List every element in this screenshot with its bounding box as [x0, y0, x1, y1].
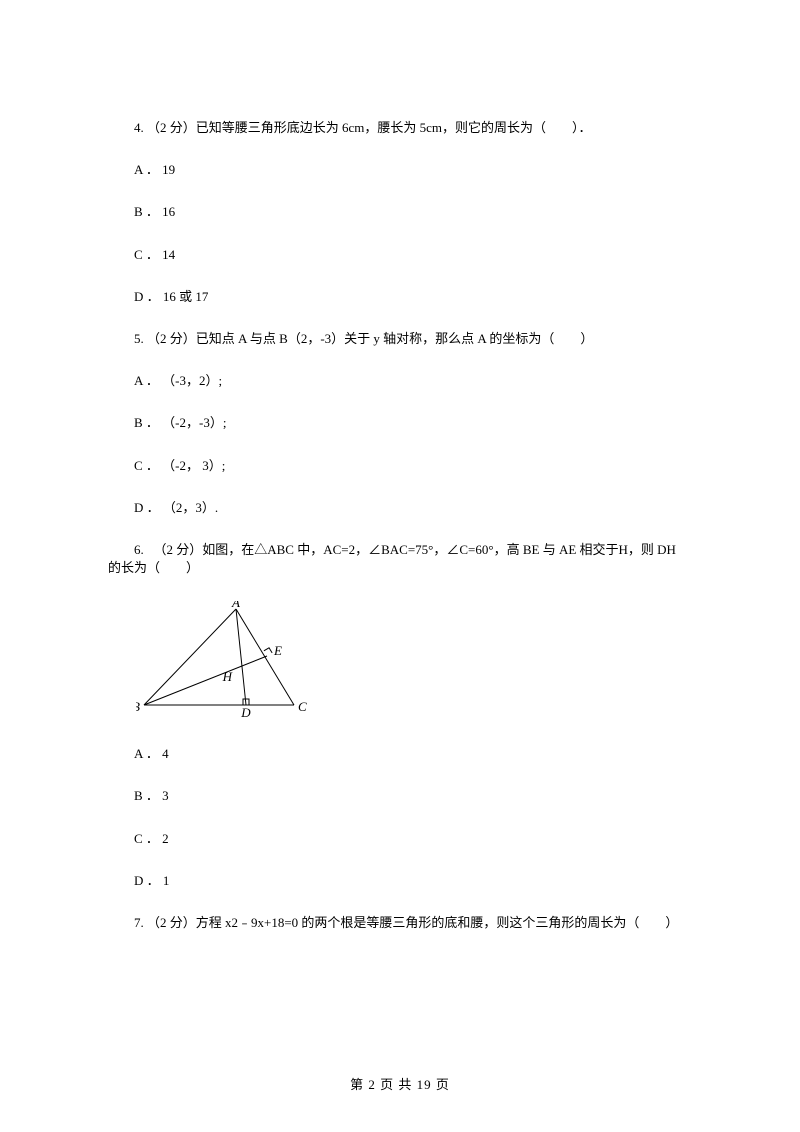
question-6-option-d: D ． 1: [108, 872, 692, 890]
question-6-stem: 6. （2 分）如图，在△ABC 中，AC=2，∠BAC=75°，∠C=60°，…: [108, 541, 692, 577]
question-5-option-c: C ． （-2， 3）;: [108, 457, 692, 475]
question-4-option-a: A ． 19: [108, 161, 692, 179]
question-4-option-d: D ． 16 或 17: [108, 288, 692, 306]
question-6-option-a: A ． 4: [108, 745, 692, 763]
question-6-option-c: C ． 2: [108, 830, 692, 848]
svg-text:E: E: [273, 643, 282, 658]
triangle-diagram-icon: A B C D E H: [136, 601, 316, 721]
question-6-option-b: B ． 3: [108, 787, 692, 805]
question-5-option-a: A ． （-3，2）;: [108, 372, 692, 390]
svg-text:B: B: [136, 699, 140, 714]
question-4-option-c: C ． 14: [108, 246, 692, 264]
svg-text:D: D: [240, 705, 251, 720]
svg-text:H: H: [222, 669, 233, 684]
exam-page: 4. （2 分）已知等腰三角形底边长为 6cm，腰长为 5cm，则它的周长为（ …: [0, 0, 800, 1132]
svg-text:A: A: [231, 601, 240, 610]
question-4-option-b: B ． 16: [108, 203, 692, 221]
question-6-figure: A B C D E H: [136, 601, 316, 721]
question-7-stem: 7. （2 分）方程 x2﹣9x+18=0 的两个根是等腰三角形的底和腰，则这个…: [108, 914, 692, 932]
question-4-stem: 4. （2 分）已知等腰三角形底边长为 6cm，腰长为 5cm，则它的周长为（ …: [108, 119, 692, 137]
page-footer: 第 2 页 共 19 页: [0, 1076, 800, 1094]
question-5-option-b: B ． （-2，-3）;: [108, 414, 692, 432]
question-5-option-d: D ． （2，3）.: [108, 499, 692, 517]
svg-text:C: C: [298, 699, 307, 714]
question-5-stem: 5. （2 分）已知点 A 与点 B（2，-3）关于 y 轴对称，那么点 A 的…: [108, 330, 692, 348]
